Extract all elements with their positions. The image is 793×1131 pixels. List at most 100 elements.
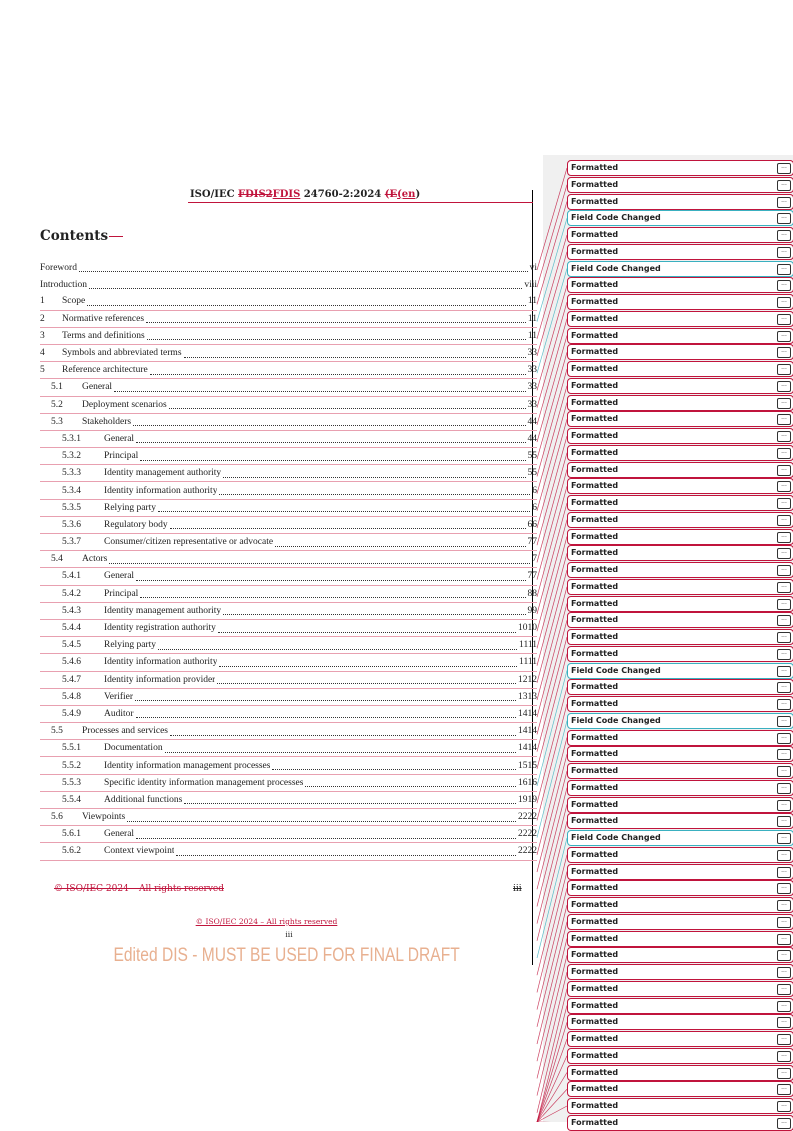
toc-entry[interactable]: 5.6 Viewpoints 2222 [40, 809, 537, 827]
toc-entry[interactable]: 5.4.2 Principal 88 [40, 586, 537, 603]
more-options-button[interactable]: ... [777, 481, 791, 493]
formatted-balloon[interactable]: Formatted... [567, 478, 793, 495]
toc-entry[interactable]: 1 Scope 11 [40, 293, 537, 311]
formatted-balloon[interactable]: Formatted... [567, 729, 793, 746]
toc-entry[interactable]: Introduction viii [40, 276, 537, 293]
more-options-button[interactable]: ... [777, 1000, 791, 1012]
formatted-balloon[interactable]: Formatted... [567, 461, 793, 478]
more-options-button[interactable]: ... [777, 297, 791, 308]
formatted-balloon[interactable]: Formatted... [567, 763, 793, 779]
formatted-balloon[interactable]: Formatted... [567, 394, 793, 411]
toc-entry[interactable]: 5.5.4 Additional functions 1919 [40, 792, 537, 809]
formatted-balloon[interactable]: Formatted... [567, 377, 793, 394]
formatted-balloon[interactable]: Formatted... [567, 947, 793, 964]
field-code-changed-balloon[interactable]: Field Code Changed... [567, 210, 793, 227]
field-code-changed-balloon[interactable]: Field Code Changed... [567, 662, 793, 679]
formatted-balloon[interactable]: Formatted... [567, 528, 793, 545]
formatted-balloon[interactable]: Formatted... [567, 1047, 793, 1064]
formatted-balloon[interactable]: Formatted... [567, 846, 793, 863]
more-options-button[interactable]: ... [777, 682, 791, 694]
formatted-balloon[interactable]: Formatted... [567, 1081, 793, 1098]
toc-entry[interactable]: 5.6.1 General 2222 [40, 826, 537, 844]
more-options-button[interactable]: ... [777, 531, 791, 543]
formatted-balloon[interactable]: Formatted... [567, 176, 793, 193]
formatted-balloon[interactable]: Formatted... [567, 294, 793, 310]
more-options-button[interactable]: ... [777, 414, 791, 426]
toc-entry[interactable]: 5.3 Stakeholders 44 [40, 414, 537, 431]
formatted-balloon[interactable]: Formatted... [567, 495, 793, 511]
formatted-balloon[interactable]: Formatted... [567, 980, 793, 997]
field-code-changed-balloon[interactable]: Field Code Changed... [567, 260, 793, 277]
more-options-button[interactable]: ... [777, 1117, 791, 1129]
formatted-balloon[interactable]: Formatted... [567, 344, 793, 361]
more-options-button[interactable]: ... [777, 833, 791, 844]
formatted-balloon[interactable]: Formatted... [567, 645, 793, 662]
formatted-balloon[interactable]: Formatted... [567, 964, 793, 980]
toc-entry[interactable]: 5.5.1 Documentation 1414 [40, 740, 537, 758]
formatted-balloon[interactable]: Formatted... [567, 444, 793, 461]
formatted-balloon[interactable]: Formatted... [567, 930, 793, 947]
more-options-button[interactable]: ... [777, 447, 791, 459]
more-options-button[interactable]: ... [777, 866, 791, 878]
more-options-button[interactable]: ... [777, 213, 791, 225]
more-options-button[interactable]: ... [777, 799, 791, 811]
formatted-balloon[interactable]: Formatted... [567, 511, 793, 528]
formatted-balloon[interactable]: Formatted... [567, 863, 793, 880]
more-options-button[interactable]: ... [777, 615, 791, 627]
formatted-balloon[interactable]: Formatted... [567, 746, 793, 763]
toc-entry[interactable]: 5.4.8 Verifier 1313 [40, 689, 537, 706]
formatted-balloon[interactable]: Formatted... [567, 1014, 793, 1031]
toc-entry[interactable]: 2 Normative references 11 [40, 311, 537, 328]
formatted-balloon[interactable]: Formatted... [567, 779, 793, 796]
formatted-balloon[interactable]: Formatted... [567, 160, 793, 176]
toc-entry[interactable]: 5.3.4 Identity information authority 6 [40, 482, 537, 500]
more-options-button[interactable]: ... [777, 900, 791, 911]
more-options-button[interactable]: ... [777, 179, 791, 191]
toc-entry[interactable]: 5.3.1 General 44 [40, 431, 537, 449]
more-options-button[interactable]: ... [777, 967, 791, 978]
more-options-button[interactable]: ... [777, 1050, 791, 1062]
toc-entry[interactable]: 5.4.3 Identity management authority 99 [40, 603, 537, 620]
more-options-button[interactable]: ... [777, 280, 791, 292]
more-options-button[interactable]: ... [777, 548, 791, 560]
more-options-button[interactable]: ... [777, 347, 791, 359]
toc-entry[interactable]: 5.3.2 Principal 55 [40, 448, 537, 466]
formatted-balloon[interactable]: Formatted... [567, 1064, 793, 1081]
toc-entry[interactable]: 5.4.5 Relying party 1111 [40, 637, 537, 655]
formatted-balloon[interactable]: Formatted... [567, 1114, 793, 1131]
formatted-balloon[interactable]: Formatted... [567, 411, 793, 428]
more-options-button[interactable]: ... [777, 431, 791, 442]
more-options-button[interactable]: ... [777, 380, 791, 392]
toc-entry[interactable]: 5.5.2 Identity information management pro… [40, 757, 537, 775]
more-options-button[interactable]: ... [777, 1034, 791, 1045]
toc-entry[interactable]: 5.3.6 Regulatory body 66 [40, 517, 537, 534]
more-options-button[interactable]: ... [777, 933, 791, 945]
formatted-balloon[interactable]: Formatted... [567, 696, 793, 712]
formatted-balloon[interactable]: Formatted... [567, 913, 793, 930]
toc-entry[interactable]: 3 Terms and definitions 11 [40, 328, 537, 345]
more-options-button[interactable]: ... [777, 916, 791, 928]
more-options-button[interactable]: ... [777, 1101, 791, 1112]
formatted-balloon[interactable]: Formatted... [567, 361, 793, 377]
formatted-balloon[interactable]: Formatted... [567, 310, 793, 327]
formatted-balloon[interactable]: Formatted... [567, 612, 793, 629]
formatted-balloon[interactable]: Formatted... [567, 997, 793, 1014]
formatted-balloon[interactable]: Formatted... [567, 595, 793, 612]
more-options-button[interactable]: ... [777, 632, 791, 643]
more-options-button[interactable]: ... [777, 849, 791, 861]
toc-entry[interactable]: 5.2 Deployment scenarios 33 [40, 397, 537, 414]
toc-entry[interactable]: 4 Symbols and abbreviated terms 33 [40, 345, 537, 363]
formatted-balloon[interactable]: Formatted... [567, 428, 793, 444]
toc-entry[interactable]: 5.1 General 33 [40, 379, 537, 397]
more-options-button[interactable]: ... [777, 330, 791, 342]
field-code-changed-balloon[interactable]: Field Code Changed... [567, 830, 793, 846]
toc-entry[interactable]: 5.3.3 Identity management authority 55 [40, 465, 537, 483]
toc-entry[interactable]: 5.4.4 Identity registration authority 1010 [40, 620, 537, 638]
toc-entry[interactable]: 5.4.7 Identity information provider 1212 [40, 672, 537, 689]
more-options-button[interactable]: ... [777, 699, 791, 710]
more-options-button[interactable]: ... [777, 950, 791, 962]
toc-entry[interactable]: 5.4.9 Auditor 1414 [40, 706, 537, 724]
formatted-balloon[interactable]: Formatted... [567, 880, 793, 897]
formatted-balloon[interactable]: Formatted... [567, 813, 793, 830]
toc-entry[interactable]: 5.6.2 Context viewpoint 2222 [40, 843, 537, 861]
